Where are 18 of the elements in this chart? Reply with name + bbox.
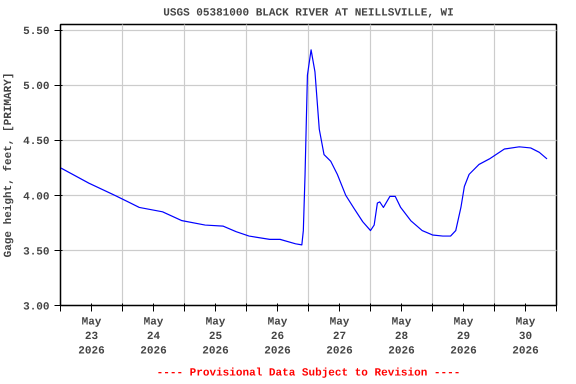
x-tick-label: May 23 2026 [78, 316, 105, 358]
text: ---- Provisional Data Subject to Revision ---- [156, 368, 460, 380]
chart-title: USGS 05381000 BLACK RIVER AT NEILLSVILLE, WI [163, 8, 454, 20]
y-tick-label: 5.00 [23, 81, 50, 94]
x-tick-label: May 29 2026 [450, 316, 477, 358]
y-tick-label: 3.00 [23, 302, 50, 314]
y-tick-label: 4.50 [23, 136, 50, 148]
x-tick-label: May 26 2026 [264, 316, 291, 358]
x-tick-label: May 28 2026 [388, 316, 415, 358]
y-tick-label: 5.50 [23, 26, 50, 38]
x-tick-label: May 25 2026 [202, 316, 229, 358]
y-axis-title: Gage height, feet, [PRIMARY] [2, 72, 16, 258]
x-tick-label: May 24 2026 [140, 316, 167, 358]
x-tick-label: May 30 2026 [512, 316, 539, 358]
y-tick-label: 4.00 [23, 191, 50, 204]
line-series [60, 49, 548, 246]
x-tick-label: May 27 2026 [326, 316, 353, 358]
y-tick-label: 3.50 [23, 246, 50, 258]
